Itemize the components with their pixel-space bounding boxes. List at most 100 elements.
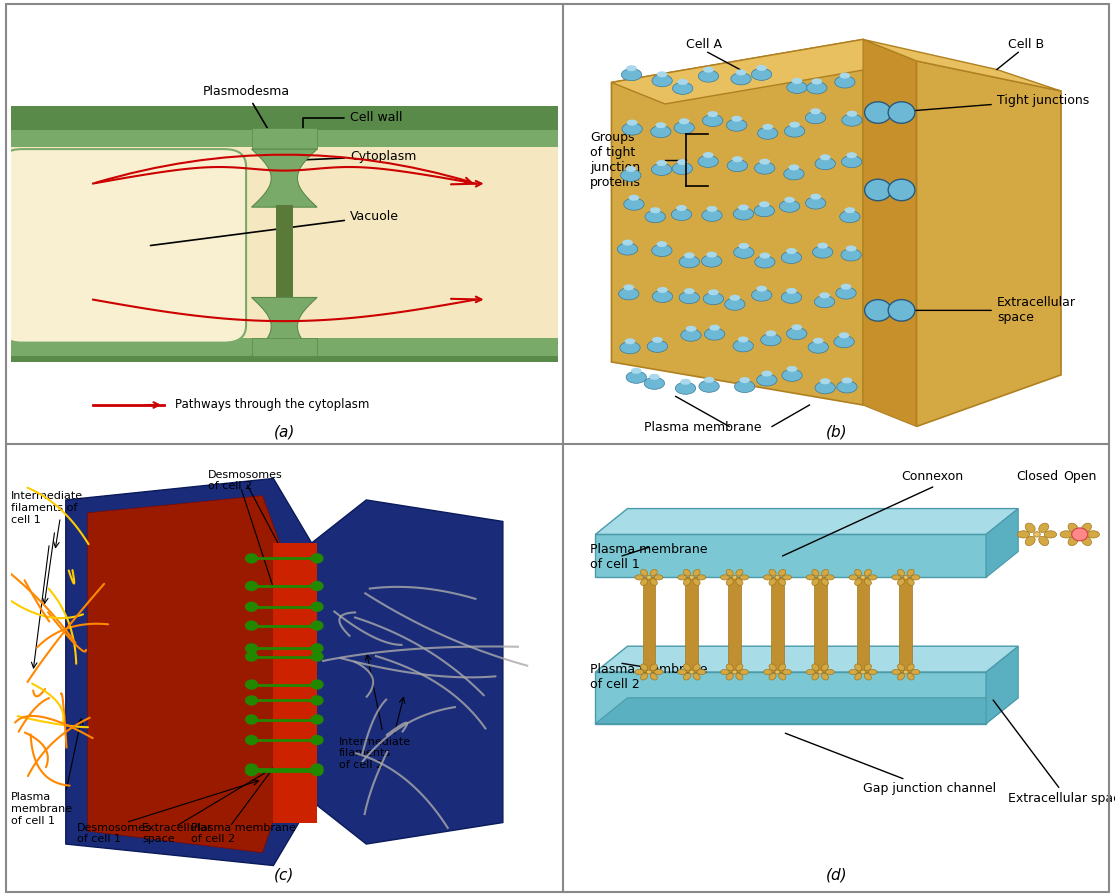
Circle shape [733,670,737,674]
Ellipse shape [624,339,636,344]
Text: Extracellular
space: Extracellular space [892,297,1076,324]
Ellipse shape [730,73,752,85]
Polygon shape [595,698,1018,724]
Ellipse shape [701,255,721,267]
Ellipse shape [825,669,834,675]
Ellipse shape [846,152,857,159]
Text: (b): (b) [825,425,847,439]
Ellipse shape [618,243,638,255]
Ellipse shape [911,575,920,580]
Ellipse shape [1060,530,1073,538]
Ellipse shape [739,669,748,675]
Text: Plasma
membrane
of cell 1: Plasma membrane of cell 1 [11,792,72,825]
Ellipse shape [739,377,750,383]
Ellipse shape [898,569,904,576]
Text: Vacuole: Vacuole [151,210,399,246]
Text: (d): (d) [825,867,847,883]
Ellipse shape [622,239,633,246]
Ellipse shape [727,119,747,131]
Text: Plasma membrane
of cell 1: Plasma membrane of cell 1 [590,543,708,571]
Ellipse shape [778,664,786,670]
Ellipse shape [729,295,740,301]
Circle shape [311,581,323,591]
Circle shape [311,679,323,690]
Bar [900,577,912,672]
Ellipse shape [640,664,648,670]
Text: Cell B: Cell B [1008,38,1044,51]
Ellipse shape [757,374,777,386]
Ellipse shape [726,664,734,670]
Ellipse shape [694,664,700,670]
Ellipse shape [1082,537,1092,546]
Text: (a): (a) [273,425,295,439]
Circle shape [864,102,891,124]
Ellipse shape [681,329,701,341]
Ellipse shape [683,289,695,294]
Circle shape [647,670,651,674]
Polygon shape [595,646,1018,672]
Ellipse shape [754,204,775,217]
Ellipse shape [854,674,862,680]
Ellipse shape [702,152,714,158]
Text: Desmosomes
of cell 2: Desmosomes of cell 2 [207,470,282,492]
Ellipse shape [705,328,725,340]
Ellipse shape [892,575,901,580]
Ellipse shape [736,579,743,585]
Polygon shape [611,39,863,405]
Ellipse shape [699,380,719,392]
Ellipse shape [763,124,773,130]
Ellipse shape [788,164,799,170]
Circle shape [775,575,779,580]
Ellipse shape [813,338,824,344]
Bar [11,130,558,147]
Text: Desmosomes
of cell 1: Desmosomes of cell 1 [77,823,152,844]
Ellipse shape [619,288,639,300]
Ellipse shape [734,208,754,220]
Ellipse shape [640,579,648,585]
Polygon shape [863,39,917,426]
PathPatch shape [252,297,317,356]
Ellipse shape [786,328,807,340]
Ellipse shape [694,674,700,680]
Ellipse shape [814,296,835,308]
Ellipse shape [676,383,696,394]
Ellipse shape [822,664,828,670]
Ellipse shape [812,674,818,680]
Ellipse shape [892,669,901,675]
Bar [878,306,902,315]
Ellipse shape [679,291,699,304]
Ellipse shape [811,108,821,115]
Ellipse shape [815,382,835,393]
Polygon shape [863,39,1061,91]
Bar [642,577,656,672]
Text: Cell wall: Cell wall [303,111,403,135]
Ellipse shape [686,326,697,332]
Ellipse shape [864,664,872,670]
Ellipse shape [677,79,688,85]
Ellipse shape [720,575,729,580]
Ellipse shape [739,575,748,580]
Ellipse shape [822,569,828,576]
Ellipse shape [738,336,748,342]
Bar [856,577,870,672]
Ellipse shape [842,114,862,126]
Ellipse shape [704,293,724,305]
Circle shape [311,620,323,631]
Ellipse shape [725,298,745,310]
Ellipse shape [727,159,747,172]
Circle shape [245,679,258,690]
Ellipse shape [822,674,828,680]
Ellipse shape [640,569,648,576]
Ellipse shape [769,674,776,680]
Circle shape [311,651,323,662]
Circle shape [775,670,779,674]
Ellipse shape [836,381,857,393]
Ellipse shape [864,579,872,585]
Ellipse shape [834,336,854,348]
Ellipse shape [784,168,804,180]
Ellipse shape [806,82,827,94]
Circle shape [311,735,323,745]
Circle shape [311,714,323,725]
Ellipse shape [869,575,878,580]
Ellipse shape [646,211,666,223]
